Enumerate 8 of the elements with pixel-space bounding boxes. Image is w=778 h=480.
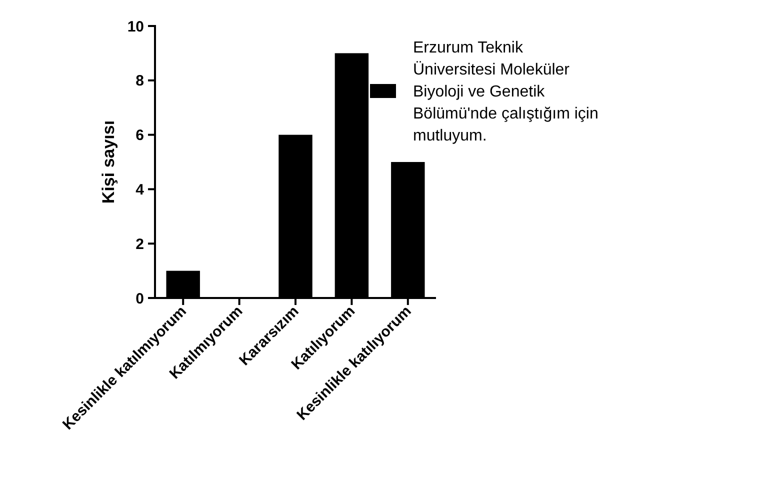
y-axis-title: Kişi sayısı [99, 120, 118, 204]
y-tick-label: 2 [136, 236, 144, 253]
y-tick-label: 6 [136, 127, 144, 144]
y-tick-label: 10 [127, 18, 144, 36]
y-tick-label: 8 [136, 72, 144, 90]
legend-label: Erzurum Teknik Üniversitesi Moleküler Biyoloji ve Genetik Bölümü'nde çalıştığım için mutluyum. [413, 39, 598, 144]
y-tick-label: 4 [136, 181, 145, 198]
y-tick-label: 0 [136, 290, 144, 308]
